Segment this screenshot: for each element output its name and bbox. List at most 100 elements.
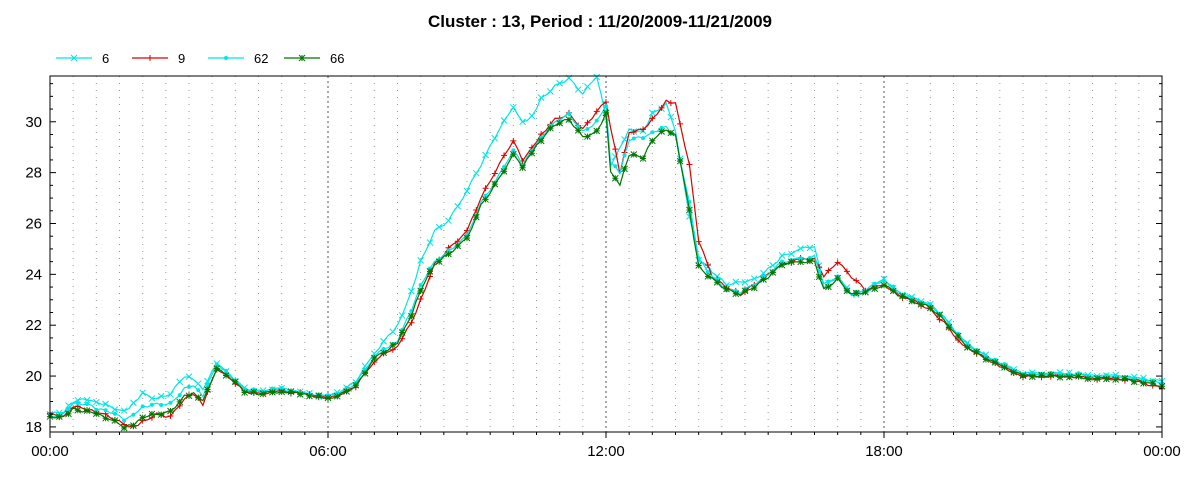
dot-marker [780, 259, 785, 264]
star-marker [954, 332, 962, 340]
x-marker [500, 117, 508, 124]
star-marker [361, 370, 369, 377]
star-marker [306, 392, 313, 400]
star-marker [639, 155, 647, 162]
star-marker [231, 378, 239, 386]
star-marker [435, 258, 443, 265]
star-marker [65, 410, 72, 418]
series-markers-9 [47, 99, 1165, 430]
legend-label: 62 [254, 51, 268, 66]
series-9 [47, 99, 1165, 430]
x-marker [157, 392, 165, 400]
dot-marker [140, 404, 145, 409]
dot-marker [1132, 376, 1137, 381]
star-marker [463, 234, 471, 242]
series-line-66 [49, 112, 1163, 429]
x-marker [797, 245, 804, 252]
dot-marker [159, 402, 164, 407]
star-marker [1010, 368, 1018, 376]
star-marker [130, 422, 137, 429]
dot-marker [196, 388, 201, 393]
star-marker [1112, 376, 1120, 383]
axes: 00:00 06:00 12:00 18:00 00:00 18 20 22 24 26 28 30 [25, 83, 1181, 460]
x-marker [445, 217, 452, 225]
star-marker [843, 287, 851, 295]
star-marker [343, 388, 350, 395]
star-marker [695, 262, 703, 269]
star-marker [352, 381, 360, 389]
plus-marker [658, 104, 665, 111]
star-marker [389, 341, 397, 349]
star-marker [648, 137, 656, 145]
x-marker [787, 250, 795, 258]
x-marker [194, 380, 202, 388]
star-marker [380, 349, 387, 357]
legend-item-6: 6 [56, 51, 109, 66]
legend-item-9: 9 [132, 51, 185, 66]
star-marker [528, 149, 536, 157]
x-marker [556, 79, 564, 87]
star-marker [1084, 375, 1092, 383]
dot-marker [826, 279, 831, 284]
dot-marker [279, 386, 284, 391]
x-marker [176, 378, 184, 386]
y-tick-label: 20 [25, 368, 42, 385]
star-marker [491, 180, 499, 188]
star-marker [991, 358, 999, 366]
dot-marker [511, 148, 516, 153]
star-marker [686, 206, 693, 214]
y-tick-label: 28 [25, 165, 42, 182]
star-marker [398, 329, 406, 336]
star-marker [1001, 364, 1008, 371]
star-marker [1075, 372, 1082, 380]
dot-marker [566, 111, 571, 116]
x-marker [426, 239, 434, 246]
plus-marker [677, 120, 684, 127]
star-marker [899, 292, 906, 300]
dot-marker [882, 278, 886, 283]
x-marker [111, 406, 119, 413]
star-marker [333, 392, 341, 400]
star-marker [157, 411, 165, 418]
x-marker [102, 400, 109, 408]
star-marker [148, 410, 156, 418]
star-marker [602, 109, 610, 117]
star-marker [92, 410, 100, 418]
dot-marker [872, 281, 877, 286]
dot-marker [168, 400, 173, 405]
star-marker [964, 344, 971, 351]
star-marker [1130, 378, 1138, 386]
plus-marker [593, 108, 600, 115]
star-marker [102, 414, 109, 422]
star-marker [584, 133, 591, 140]
legend-item-62: 62 [208, 51, 268, 66]
chart-title: Cluster : 13, Period : 11/20/2009-11/21/… [428, 12, 772, 31]
dot-marker [112, 411, 117, 416]
star-marker [880, 281, 888, 289]
x-marker [778, 252, 786, 259]
dot-marker [622, 153, 627, 158]
x-marker [139, 389, 147, 397]
dot-marker [641, 136, 646, 141]
star-marker [834, 274, 842, 282]
star-marker [862, 288, 869, 296]
star-marker [936, 311, 943, 319]
plus-marker [501, 152, 508, 159]
x-marker [408, 287, 415, 295]
star-marker [1038, 371, 1045, 379]
grid-lines [72, 76, 1140, 432]
star-marker [973, 348, 981, 356]
x-marker [83, 396, 91, 404]
star-marker [852, 289, 860, 297]
dot-marker [214, 362, 219, 367]
star-marker [204, 386, 211, 393]
star-marker [713, 279, 721, 286]
star-marker [630, 151, 638, 158]
x-tick-label: 12:00 [587, 443, 625, 460]
x-marker [769, 262, 777, 269]
legend-label: 9 [178, 51, 185, 66]
star-marker [167, 407, 174, 415]
star-marker [194, 394, 202, 401]
star-marker [1121, 375, 1129, 382]
